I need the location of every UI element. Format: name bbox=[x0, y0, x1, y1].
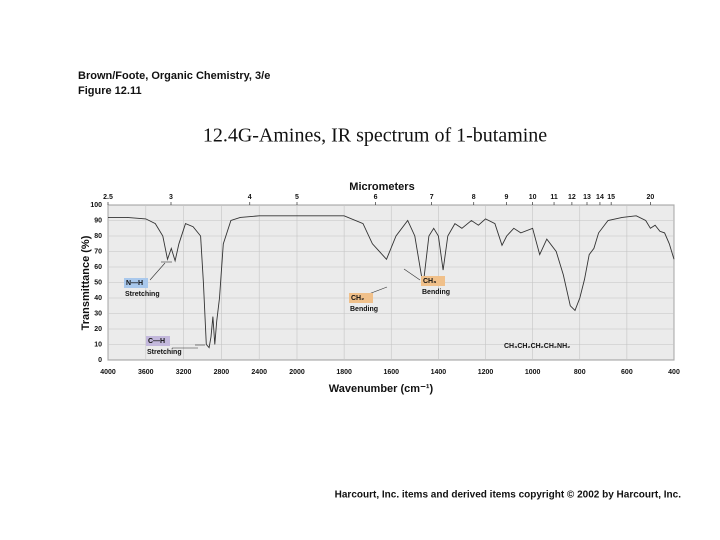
x2-tick-label: 13 bbox=[583, 194, 591, 201]
x2-tick-label: 12 bbox=[568, 194, 576, 201]
x2-axis-label: Micrometers bbox=[349, 181, 414, 193]
x-tick-label: 1400 bbox=[431, 369, 447, 376]
leader bbox=[403, 268, 421, 281]
y-tick-label: 100 bbox=[90, 202, 102, 209]
annotation-text: Bending bbox=[422, 289, 450, 296]
x-tick-label: 2000 bbox=[289, 369, 305, 376]
y-tick-label: 90 bbox=[94, 217, 102, 224]
leaders bbox=[149, 261, 421, 349]
y-axis-label: Transmittance (%) bbox=[80, 235, 92, 330]
annotation-label: CH₂ bbox=[351, 295, 364, 302]
x-tick-label: 600 bbox=[621, 369, 633, 376]
annotation-label: N—H bbox=[126, 280, 143, 287]
y-tick-label: 40 bbox=[94, 295, 102, 302]
annotation-label: CH₃ bbox=[423, 278, 436, 285]
x2-tick-label: 15 bbox=[607, 194, 615, 201]
y-tick-label: 20 bbox=[94, 326, 102, 333]
leader bbox=[149, 262, 166, 281]
x-tick-label: 4000 bbox=[100, 369, 116, 376]
label-box bbox=[349, 293, 373, 303]
annotation-text: Stretching bbox=[147, 349, 182, 356]
x-tick-label: 1600 bbox=[383, 369, 399, 376]
annotations: N—H Stretching C—H Stretching CH₂ Bending CH₃ B… bbox=[124, 276, 450, 356]
copyright: Harcourt, Inc. items and derived items c… bbox=[335, 490, 682, 501]
y-tick-label: 70 bbox=[94, 248, 102, 255]
y-tick-label: 0 bbox=[98, 357, 102, 364]
x2-tick-label: 3 bbox=[169, 194, 173, 201]
annotation-text: Bending bbox=[350, 306, 378, 313]
x2-tick-label: 8 bbox=[472, 194, 476, 201]
label-box bbox=[421, 276, 445, 286]
x2-tick-label: 20 bbox=[647, 194, 655, 201]
x-tick-label: 1800 bbox=[336, 369, 352, 376]
y-tick-label: 60 bbox=[94, 264, 102, 271]
x2-tick-label: 7 bbox=[430, 194, 434, 201]
x2-tick-label: 6 bbox=[374, 194, 378, 201]
spectrum-line bbox=[108, 215, 675, 349]
label-box bbox=[124, 278, 148, 288]
x2-tick-label: 11 bbox=[550, 194, 558, 201]
x-tick-label: 2800 bbox=[214, 369, 230, 376]
x-tick-label: 400 bbox=[668, 369, 680, 376]
x-axis-label: Wavenumber (cm⁻¹) bbox=[329, 383, 434, 395]
x-tick-label: 3600 bbox=[138, 369, 154, 376]
figure-number: Figure 12.11 bbox=[78, 85, 142, 97]
x-tick-label: 1000 bbox=[525, 369, 541, 376]
x-tick-label: 3200 bbox=[176, 369, 192, 376]
x-tick-label: 1200 bbox=[478, 369, 494, 376]
source: Brown/Foote, Organic Chemistry, 3/e bbox=[78, 70, 270, 82]
formula: CH₃CH₂CH₂CH₂NH₂ bbox=[504, 343, 570, 350]
x2-tick-label: 5 bbox=[295, 194, 299, 201]
x-tick-label: 800 bbox=[574, 369, 586, 376]
x-tick-label: 2400 bbox=[251, 369, 267, 376]
y-tick-label: 30 bbox=[94, 310, 102, 317]
x2-tick-label: 10 bbox=[529, 194, 537, 201]
y-tick-label: 80 bbox=[94, 233, 102, 240]
x2-tick-label: 2.5 bbox=[103, 194, 113, 201]
y-tick-label: 10 bbox=[94, 341, 102, 348]
annotation-text: Stretching bbox=[125, 291, 160, 298]
label-box bbox=[146, 336, 170, 346]
x2-tick-label: 14 bbox=[596, 194, 604, 201]
y-tick-label: 50 bbox=[94, 279, 102, 286]
x2-tick-label: 4 bbox=[248, 194, 252, 201]
marks bbox=[108, 215, 675, 349]
x2-tick-label: 9 bbox=[504, 194, 508, 201]
annotation-label: C—H bbox=[148, 338, 165, 345]
chart-title: 12.4G-Amines, IR spectrum of 1-butamine bbox=[203, 125, 547, 147]
